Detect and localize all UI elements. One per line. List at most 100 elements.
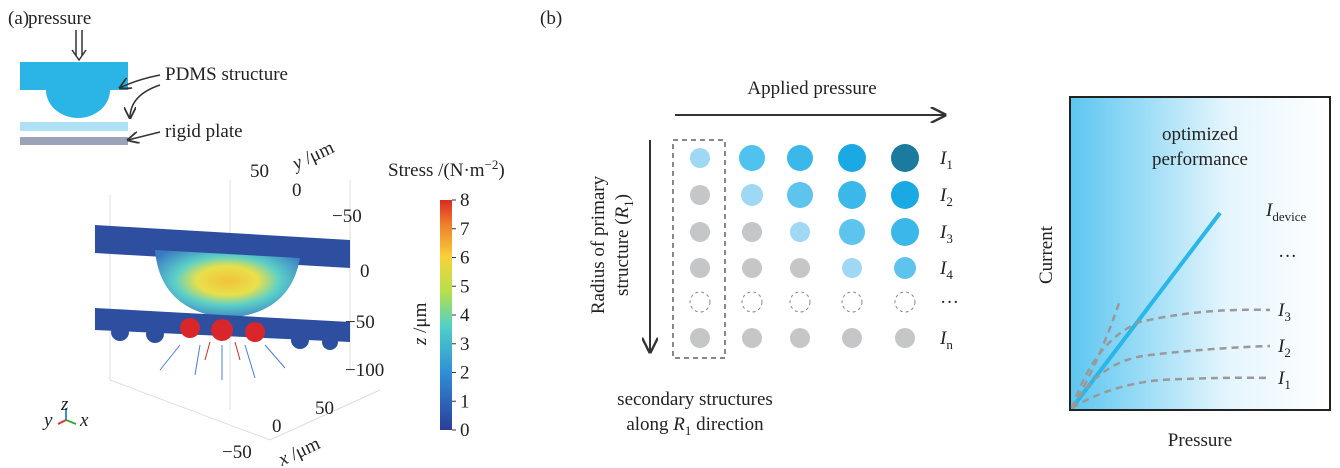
radius-label-2: structure (R1) xyxy=(612,194,636,296)
x-axis-label: Pressure xyxy=(1168,430,1232,451)
secondary-label-2-part: direction xyxy=(691,414,764,435)
row-label-part: 3 xyxy=(946,231,953,246)
row-label: I1 xyxy=(939,148,953,172)
stress-label: Stress /(N·m−2) xyxy=(388,157,505,181)
structure-dot xyxy=(790,222,810,242)
colorbar-tick-label: 3 xyxy=(460,334,470,355)
colorbar-tick-label: 8 xyxy=(460,190,470,211)
pdms-label: PDMS structure xyxy=(165,64,288,85)
secondary-label-2-part: 1 xyxy=(685,423,692,438)
stress-label-part: −2 xyxy=(485,157,499,172)
colorbar-tick-label: 0 xyxy=(460,420,470,441)
device-label-part: I xyxy=(1265,200,1274,221)
colorbar-tick-label: 6 xyxy=(460,248,470,269)
x-axis-label: x /μm xyxy=(274,433,323,468)
stress-label-part: Stress /(N·m xyxy=(388,160,485,181)
x-tick-label: −50 xyxy=(222,442,252,463)
z-tick-label: 0 xyxy=(360,261,370,282)
row-label: In xyxy=(939,328,953,352)
z-axis-label: z /μm xyxy=(410,302,431,346)
secondary-label-1: secondary structures xyxy=(617,389,773,410)
structure-dot xyxy=(741,184,763,206)
row-label: I2 xyxy=(939,185,953,209)
y-tick-label: −50 xyxy=(332,206,362,227)
structure-dot xyxy=(891,144,919,172)
structure-dot xyxy=(838,181,866,209)
structure-dot xyxy=(787,145,813,171)
radius-label-2-part: ) xyxy=(612,194,633,200)
structure-dot xyxy=(895,328,915,348)
z-axis-label-part: z xyxy=(410,337,431,346)
ellipsis: ··· xyxy=(1278,246,1297,267)
structure-dot xyxy=(790,328,810,348)
row-label-part: I xyxy=(939,185,948,206)
curve-label-part: 1 xyxy=(1284,377,1291,392)
y-axis-label: Current xyxy=(1036,225,1057,284)
structure-dot xyxy=(739,145,765,171)
plate-label: rigid plate xyxy=(165,121,243,142)
curve-label-part: I xyxy=(1277,368,1286,389)
row-label-part: 2 xyxy=(946,194,953,209)
radius-label-1: Radius of primary xyxy=(588,175,609,314)
structure-dot xyxy=(742,222,762,242)
structure-dot xyxy=(741,291,763,313)
structure-dot xyxy=(839,219,865,245)
row-label-part: 1 xyxy=(946,157,953,172)
structure-dot xyxy=(891,218,919,246)
row-label-part: 4 xyxy=(946,267,953,282)
row-label-part: I xyxy=(939,328,948,349)
curve-label: I3 xyxy=(1277,300,1291,324)
device-label-part: device xyxy=(1272,209,1306,224)
row-label-part: I xyxy=(939,222,948,243)
curve-label-part: 3 xyxy=(1284,309,1291,324)
row-label-part: n xyxy=(946,337,953,352)
secondary-label-2-part: R xyxy=(672,414,685,435)
curve-label-part: I xyxy=(1277,336,1286,357)
pressure-label: pressure xyxy=(28,8,91,29)
curve-label: I2 xyxy=(1277,336,1291,360)
row-label-part: I xyxy=(939,148,948,169)
secondary-label-2-part: along xyxy=(626,414,673,435)
structure-dot xyxy=(690,328,710,348)
curve-label-part: 2 xyxy=(1284,345,1291,360)
curve-label: I1 xyxy=(1277,368,1291,392)
y-axis-label: y /μm xyxy=(287,137,337,175)
curve-label-part: I xyxy=(1277,300,1286,321)
y-axis-label-part: /μm xyxy=(297,137,338,171)
panel-a-art xyxy=(20,30,452,441)
structure-dot xyxy=(891,181,919,209)
applied-label: Applied pressure xyxy=(747,78,876,99)
structure-dot xyxy=(894,257,916,279)
z-tick-label: −50 xyxy=(345,312,375,333)
triad-z: z xyxy=(60,394,69,415)
colorbar-tick-label: 5 xyxy=(460,276,470,297)
structure-dot xyxy=(690,222,710,242)
structure-dot xyxy=(789,291,811,313)
structure-dot xyxy=(689,291,711,313)
structure-dot xyxy=(742,258,762,278)
colorbar-tick-label: 7 xyxy=(460,219,470,240)
z-tick-label: −100 xyxy=(345,360,384,381)
triad-y: y xyxy=(42,410,53,431)
structure-dot xyxy=(787,182,813,208)
panel-label: (b) xyxy=(540,8,562,29)
y-tick-label: 50 xyxy=(250,161,269,182)
row-label-part: I xyxy=(939,258,948,279)
triad-x: x xyxy=(79,410,89,431)
radius-label-2-part: 1 xyxy=(621,200,636,207)
row-label: I3 xyxy=(939,222,953,246)
structure-dot xyxy=(690,148,710,168)
device-label: Idevice xyxy=(1265,200,1306,224)
colorbar-tick-label: 1 xyxy=(460,391,470,412)
colorbar-tick-label: 2 xyxy=(460,363,470,384)
secondary-label-2: along R1 direction xyxy=(626,414,764,438)
panel-b-art xyxy=(650,96,1331,411)
structure-dot xyxy=(842,258,862,278)
panel-label: (a) xyxy=(8,8,29,29)
radius-label-2-part: R xyxy=(612,206,633,219)
annotation: performance xyxy=(1152,149,1248,170)
y-tick-label: 0 xyxy=(292,180,302,201)
colorbar-tick-label: 4 xyxy=(460,305,470,326)
structure-dot xyxy=(841,291,863,313)
row-label: I4 xyxy=(939,258,953,282)
